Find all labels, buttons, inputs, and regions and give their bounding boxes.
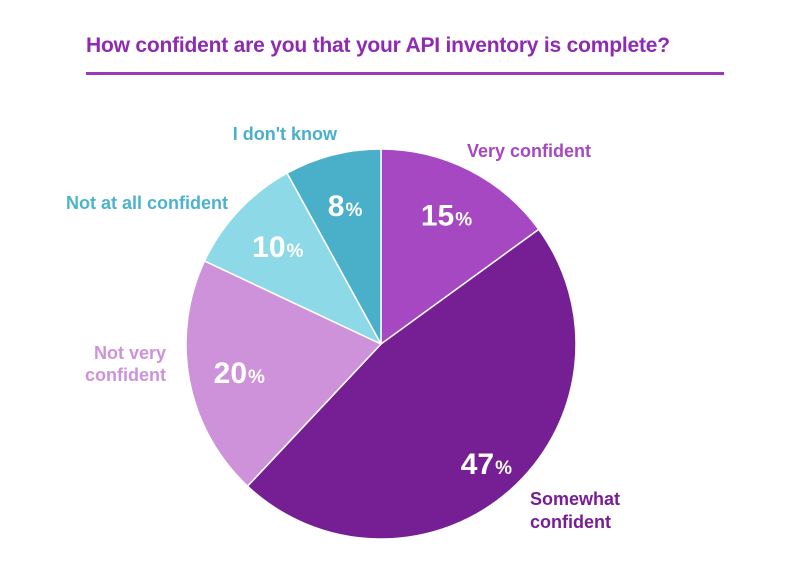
pie-percentage-i-don-t-know: 8% xyxy=(328,190,363,223)
slice-label-very-confident: Very confident xyxy=(467,141,591,161)
pie-slice-somewhat-confident xyxy=(246,228,577,540)
percentage-unit: % xyxy=(345,200,362,221)
slice-label-somewhat-confident: Somewhat confident xyxy=(530,489,620,532)
slice-label-line: Somewhat xyxy=(530,489,620,509)
slice-label-line: Very confident xyxy=(467,141,591,161)
slice-label-i-don-t-know: I don't know xyxy=(233,124,338,144)
pie-percentage-not-very-confident: 20% xyxy=(214,357,265,390)
percentage-value: 10 xyxy=(252,231,285,264)
slice-label-not-very-confident: Not very confident xyxy=(85,343,166,385)
pie-slice-very-confident xyxy=(380,148,540,345)
percentage-value: 20 xyxy=(214,357,247,390)
slice-label-line: I don't know xyxy=(233,124,338,144)
slice-label-line: confident xyxy=(85,365,166,385)
percentage-unit: % xyxy=(248,367,265,388)
slice-label-not-at-all-confident: Not at all confident xyxy=(66,193,228,213)
chart-title: How confident are you that your API inve… xyxy=(86,34,670,57)
percentage-unit: % xyxy=(287,241,304,262)
pie-percentage-somewhat-confident: 47% xyxy=(461,448,512,481)
pie-slice-i-don-t-know xyxy=(286,148,382,345)
pie-percentage-not-at-all-confident: 10% xyxy=(252,231,303,264)
percentage-unit: % xyxy=(495,458,512,479)
pie-slice-not-very-confident xyxy=(185,260,382,487)
slice-label-line: Not very xyxy=(94,343,166,363)
percentage-value: 8 xyxy=(328,190,345,223)
percentage-value: 47 xyxy=(461,448,494,481)
title-underline xyxy=(86,72,724,75)
pie-slice-not-at-all-confident xyxy=(203,172,382,345)
slice-label-line: Not at all confident xyxy=(66,193,228,213)
pie-percentage-very-confident: 15% xyxy=(421,199,472,232)
slice-label-line: confident xyxy=(530,512,611,532)
percentage-value: 15 xyxy=(421,199,454,232)
percentage-unit: % xyxy=(455,209,472,230)
